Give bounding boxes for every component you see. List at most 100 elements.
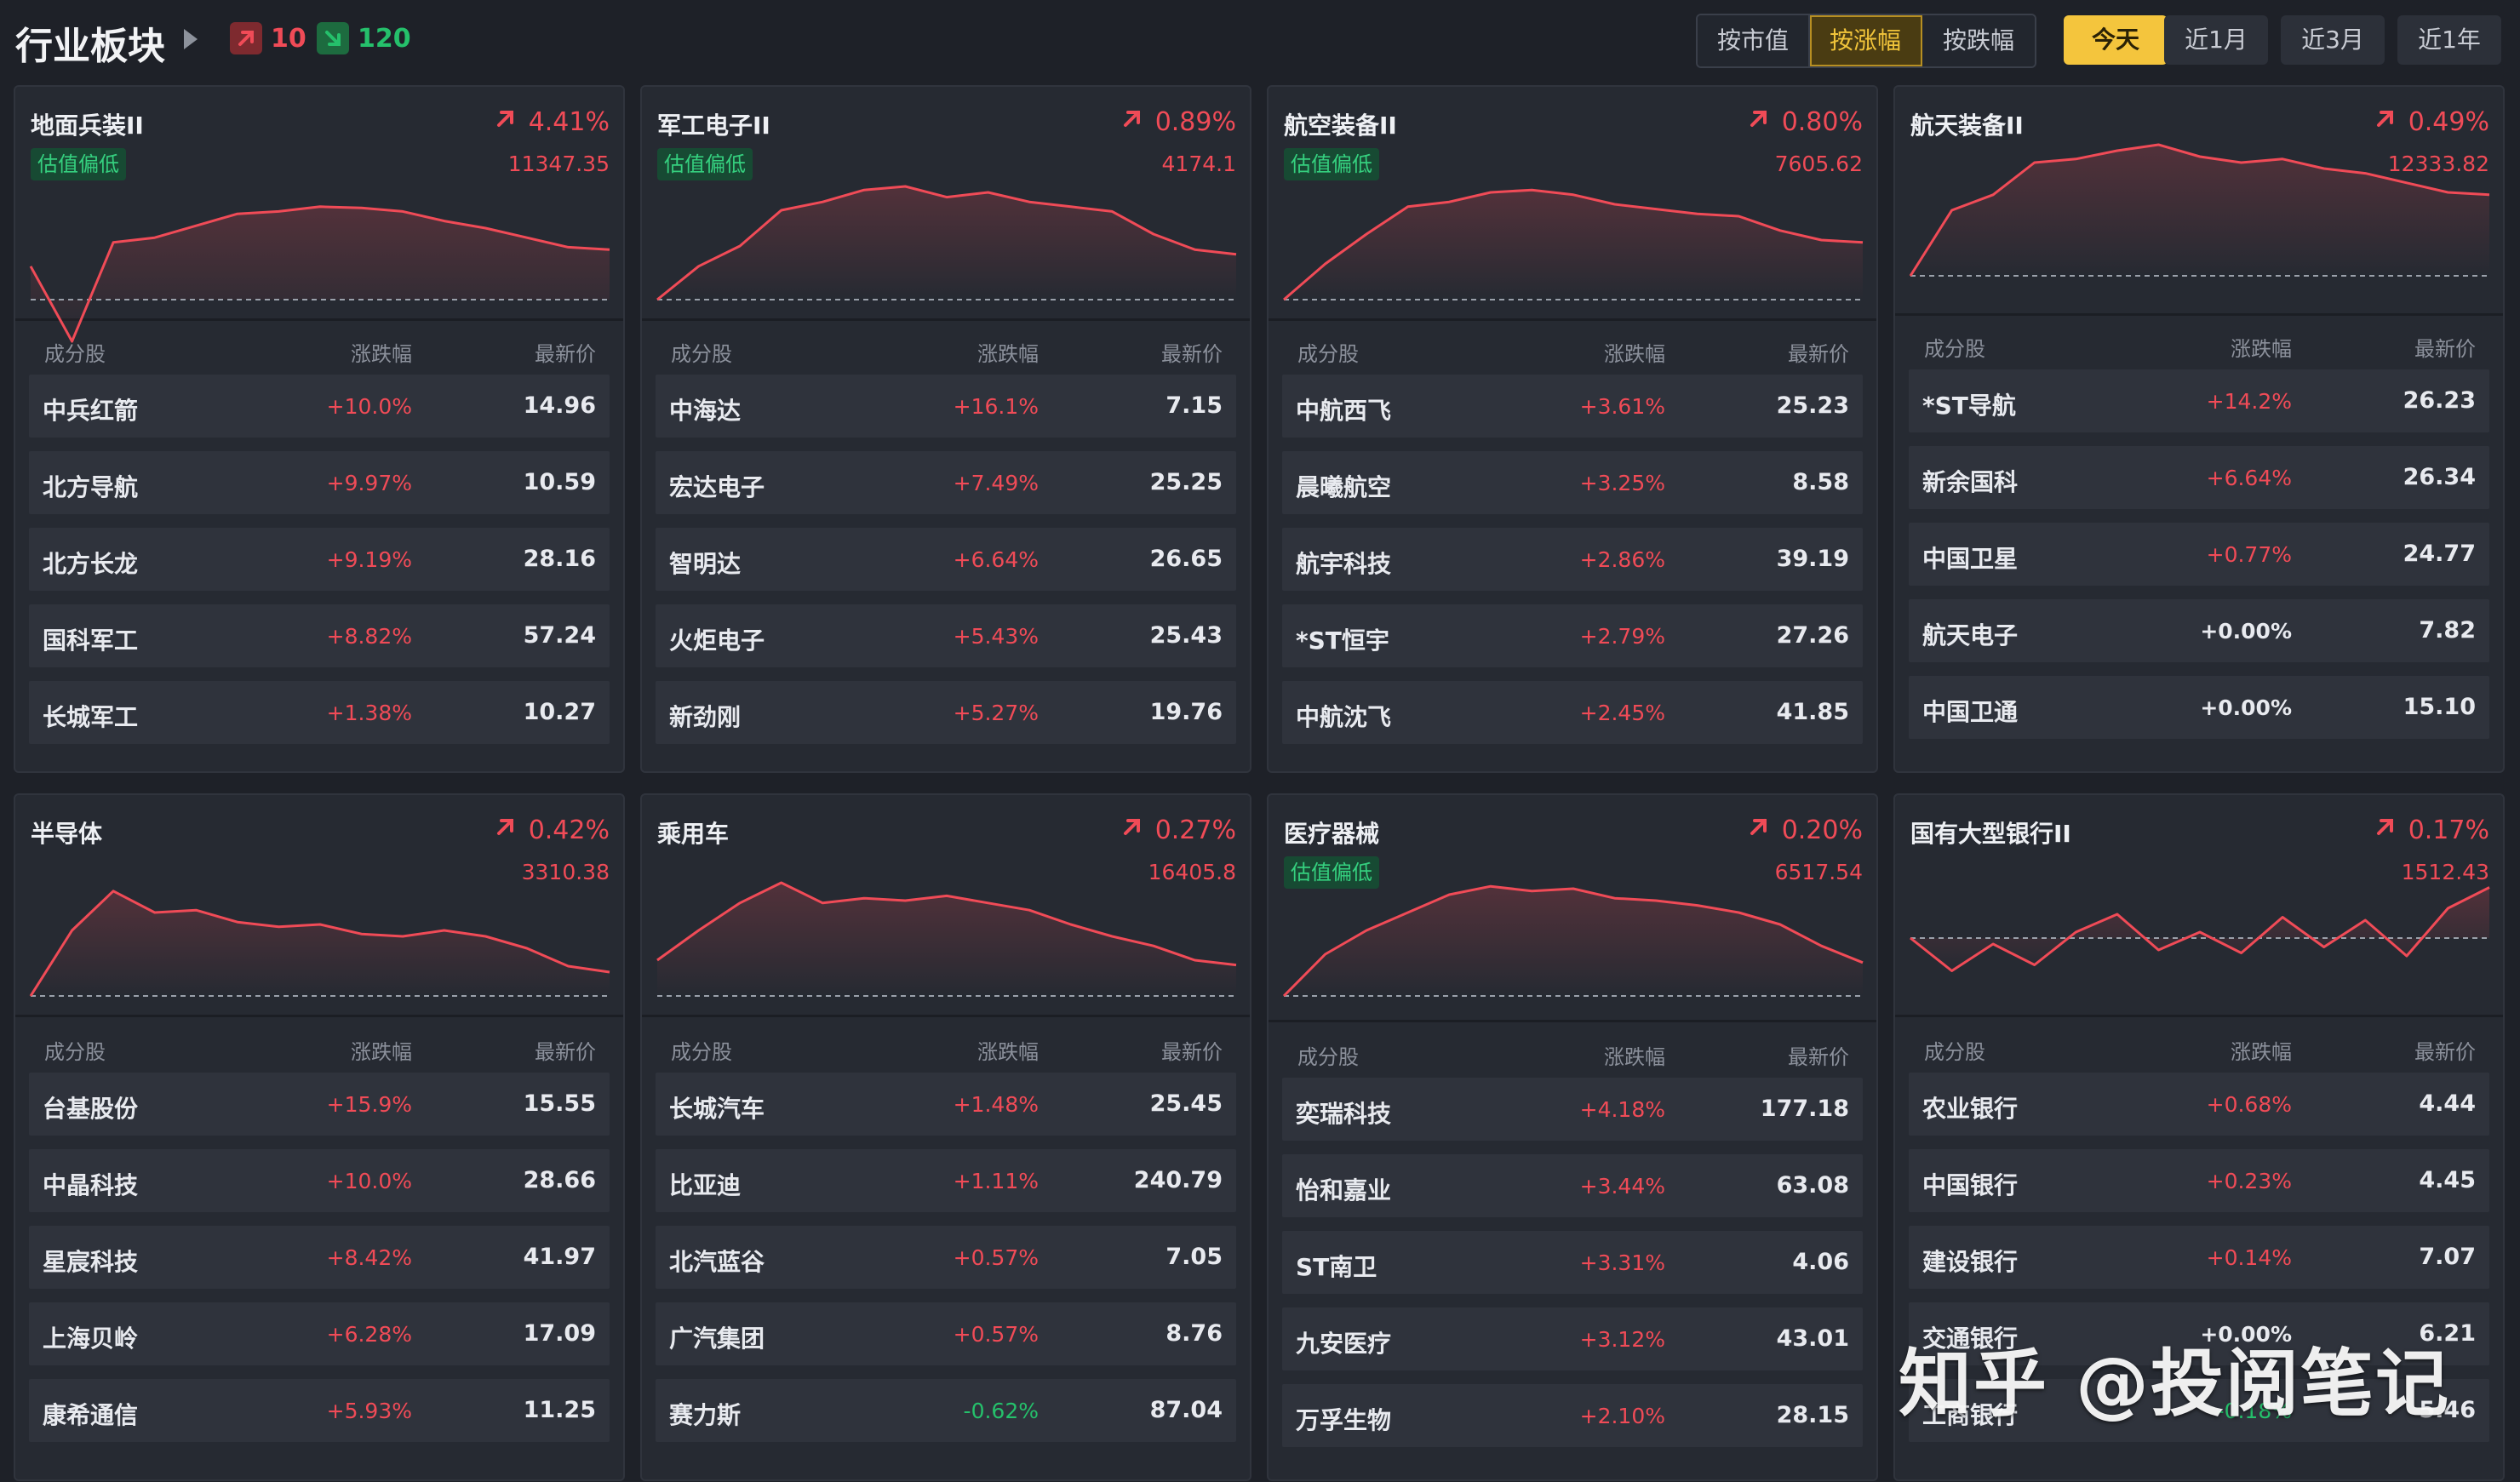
stock-row[interactable]: 航宇科技 +2.86% 39.19 [1282, 528, 1863, 591]
caret-right-icon[interactable] [184, 29, 198, 49]
stock-name: 星宸科技 [43, 1248, 139, 1276]
stock-row[interactable]: 航天电子 +0.00% 7.82 [1909, 599, 2489, 662]
column-header-price: 最新价 [1161, 342, 1223, 366]
sector-card[interactable]: 军工电子II 0.89% 估值偏低 4174.1 成分股 涨跌幅 最新价 中海达 +16.1% 7… [640, 85, 1251, 773]
column-header-stock: 成分股 [1297, 342, 1359, 366]
stock-row[interactable]: 宏达电子 +7.49% 25.25 [656, 451, 1236, 514]
stock-row[interactable]: 比亚迪 +1.11% 240.79 [656, 1149, 1236, 1212]
tab-sort-loss[interactable]: 按跌幅 [1922, 15, 2035, 66]
stock-row[interactable]: 中航沈飞 +2.45% 41.85 [1282, 681, 1863, 744]
sector-card[interactable]: 医疗器械 0.20% 估值偏低 6517.54 成分股 涨跌幅 最新价 奕瑞科技 +4.18% 1… [1267, 793, 1878, 1481]
sector-card[interactable]: 国有大型银行II 0.17% 1512.43 成分股 涨跌幅 最新价 农业银行 +0.68% 4… [1893, 793, 2505, 1481]
sector-change: 0.89% [1120, 106, 1236, 138]
stock-row[interactable]: ST南卫 +3.31% 4.06 [1282, 1231, 1863, 1294]
sector-name: 乘用车 [657, 820, 730, 848]
tab-period-1y[interactable]: 近1年 [2397, 15, 2501, 65]
sector-change-value: 0.42% [528, 815, 610, 845]
stock-row[interactable]: 上海贝岭 +6.28% 17.09 [29, 1302, 610, 1365]
stock-row[interactable]: 中国卫星 +0.77% 24.77 [1909, 523, 2489, 586]
stock-row[interactable]: 建设银行 +0.14% 7.07 [1909, 1226, 2489, 1289]
stock-change: +0.00% [2200, 695, 2292, 720]
stock-row[interactable]: 星宸科技 +8.42% 41.97 [29, 1226, 610, 1289]
sector-card[interactable]: 地面兵装II 4.41% 估值偏低 11347.35 成分股 涨跌幅 最新价 中兵红箭 +10.… [14, 85, 625, 773]
stock-name: 上海贝岭 [43, 1325, 139, 1353]
tab-period-today[interactable]: 今天 [2064, 15, 2168, 65]
stock-row[interactable]: 九安医疗 +3.12% 43.01 [1282, 1307, 1863, 1370]
stock-price: 25.23 [1776, 392, 1849, 419]
stock-row[interactable]: 中兵红箭 +10.0% 14.96 [29, 375, 610, 438]
sector-change-value: 4.41% [528, 106, 610, 137]
arrow-up-right-icon [230, 22, 262, 54]
stock-price: 17.09 [523, 1320, 596, 1347]
sector-sparkline-chart [1909, 143, 2490, 277]
stock-change: +6.64% [2206, 466, 2292, 490]
sector-card[interactable]: 航空装备II 0.80% 估值偏低 7605.62 成分股 涨跌幅 最新价 中航西飞 +3.61… [1267, 85, 1878, 773]
stock-name: 北汽蓝谷 [669, 1248, 765, 1276]
stock-row[interactable]: 康希通信 +5.93% 11.25 [29, 1379, 610, 1442]
stock-price: 4.06 [1792, 1249, 1849, 1275]
sparkline-line [656, 881, 1237, 967]
stock-row[interactable]: 农业银行 +0.68% 4.44 [1909, 1073, 2489, 1136]
sparkline-area [31, 206, 610, 341]
sector-card[interactable]: 半导体 0.42% 3310.38 成分股 涨跌幅 最新价 台基股份 +15.9% 15.55 中… [14, 793, 625, 1481]
stock-row[interactable]: 长城军工 +1.38% 10.27 [29, 681, 610, 744]
column-header-stock: 成分股 [1924, 1040, 1985, 1064]
column-header-price: 最新价 [2414, 1040, 2476, 1064]
stock-row[interactable]: 交通银行 +0.00% 6.21 [1909, 1302, 2489, 1365]
sector-card[interactable]: 乘用车 0.27% 16405.8 成分股 涨跌幅 最新价 长城汽车 +1.48% 25.45 比… [640, 793, 1251, 1481]
stock-row[interactable]: 中晶科技 +10.0% 28.66 [29, 1149, 610, 1212]
stock-row[interactable]: 奕瑞科技 +4.18% 177.18 [1282, 1078, 1863, 1141]
sparkline-area [657, 883, 1236, 996]
stock-row[interactable]: 火炬电子 +5.43% 25.43 [656, 604, 1236, 667]
stock-price: 7.07 [2419, 1244, 2476, 1270]
stock-name: 北方导航 [43, 473, 139, 501]
stock-change: +16.1% [953, 394, 1039, 419]
sparkline-line [29, 890, 610, 997]
stock-price: 10.59 [523, 469, 596, 495]
sparkline-line [1909, 143, 2490, 277]
stock-row[interactable]: 中海达 +16.1% 7.15 [656, 375, 1236, 438]
sparkline-area [1910, 145, 2489, 276]
sort-tabs: 按市值 按涨幅 按跌幅 [1696, 14, 2036, 68]
stock-price: 15.55 [523, 1090, 596, 1117]
sparkline-line [1282, 884, 1864, 998]
stock-row[interactable]: 中国银行 +0.23% 4.45 [1909, 1149, 2489, 1212]
sector-index-value: 12333.82 [2387, 152, 2489, 176]
stock-row[interactable]: 广汽集团 +0.57% 8.76 [656, 1302, 1236, 1365]
stock-row[interactable]: 北方导航 +9.97% 10.59 [29, 451, 610, 514]
stock-row[interactable]: 工商银行 -0.18% 5.46 [1909, 1379, 2489, 1442]
tab-sort-gain[interactable]: 按涨幅 [1810, 15, 1922, 66]
stock-row[interactable]: 智明达 +6.64% 26.65 [656, 528, 1236, 591]
stock-row[interactable]: 新余国科 +6.64% 26.34 [1909, 446, 2489, 509]
stock-row[interactable]: 晨曦航空 +3.25% 8.58 [1282, 451, 1863, 514]
stock-row[interactable]: *ST导航 +14.2% 26.23 [1909, 369, 2489, 432]
divider [15, 1015, 623, 1017]
stock-row[interactable]: 中国卫通 +0.00% 15.10 [1909, 676, 2489, 739]
stock-change: +9.97% [326, 471, 412, 495]
stock-row[interactable]: 北方长龙 +9.19% 28.16 [29, 528, 610, 591]
stock-row[interactable]: 万孚生物 +2.10% 28.15 [1282, 1384, 1863, 1447]
stock-change: +8.82% [326, 624, 412, 649]
stock-row[interactable]: 北汽蓝谷 +0.57% 7.05 [656, 1226, 1236, 1289]
stock-row[interactable]: 台基股份 +15.9% 15.55 [29, 1073, 610, 1136]
tab-period-3m[interactable]: 近3月 [2281, 15, 2385, 65]
stock-row[interactable]: 新劲刚 +5.27% 19.76 [656, 681, 1236, 744]
tab-period-1m[interactable]: 近1月 [2164, 15, 2268, 65]
stock-change: +0.00% [2200, 1322, 2292, 1347]
stock-row[interactable]: 赛力斯 -0.62% 87.04 [656, 1379, 1236, 1442]
stock-change: +3.61% [1579, 394, 1665, 419]
stock-change: +3.25% [1579, 471, 1665, 495]
stock-row[interactable]: 国科军工 +8.82% 57.24 [29, 604, 610, 667]
stock-row[interactable]: 怡和嘉业 +3.44% 63.08 [1282, 1154, 1863, 1217]
sector-sparkline-chart [29, 205, 610, 343]
stock-name: 航天电子 [1922, 621, 2019, 649]
column-header-stock: 成分股 [44, 1040, 106, 1064]
stock-change: +0.57% [953, 1322, 1039, 1347]
tab-sort-market-cap[interactable]: 按市值 [1698, 15, 1810, 66]
sector-change-value: 0.49% [2408, 106, 2489, 137]
sector-card[interactable]: 航天装备II 0.49% 12333.82 成分股 涨跌幅 最新价 *ST导航 +14.2% 2… [1893, 85, 2505, 773]
stock-row[interactable]: 中航西飞 +3.61% 25.23 [1282, 375, 1863, 438]
stock-row[interactable]: *ST恒宇 +2.79% 27.26 [1282, 604, 1863, 667]
stock-row[interactable]: 长城汽车 +1.48% 25.45 [656, 1073, 1236, 1136]
stock-price: 25.45 [1149, 1090, 1223, 1117]
